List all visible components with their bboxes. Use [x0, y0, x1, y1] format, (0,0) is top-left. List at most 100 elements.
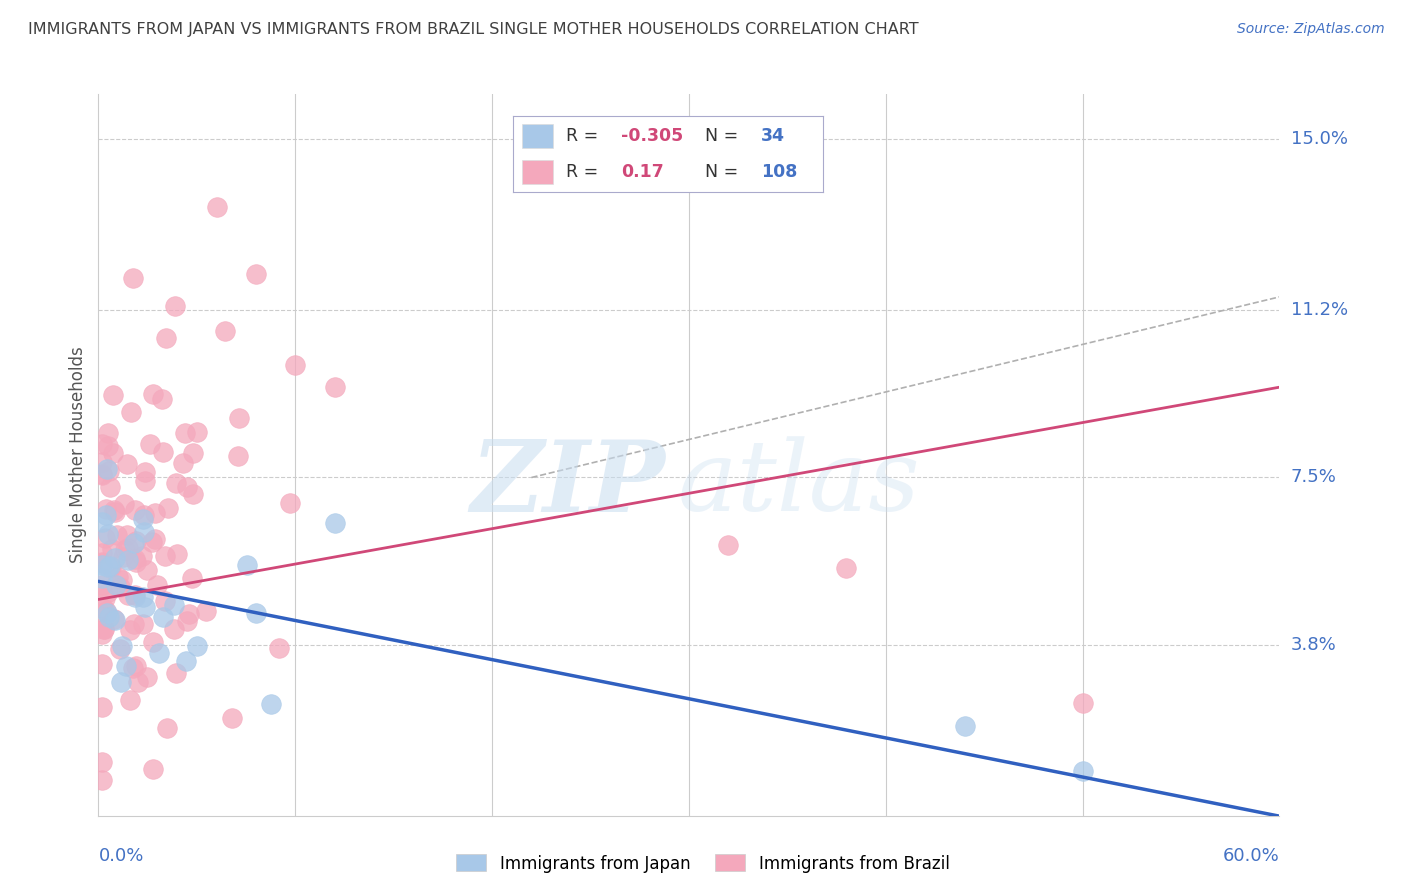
Point [105, 528, 128, 542]
Point [91, 621, 114, 635]
Point [323, 516, 346, 530]
Point [91, 467, 114, 482]
Point [91, 555, 114, 569]
Point [91, 558, 114, 572]
Point [125, 534, 148, 549]
Point [163, 299, 186, 313]
Point [105, 578, 128, 592]
Point [181, 446, 204, 460]
Point [96, 461, 118, 475]
Point [104, 613, 127, 627]
Point [179, 607, 201, 621]
Point [134, 508, 156, 522]
Point [138, 437, 160, 451]
Point [323, 380, 346, 394]
Point [121, 661, 143, 675]
Text: 0.0%: 0.0% [98, 847, 143, 864]
Point [94, 604, 117, 618]
Point [91, 756, 114, 770]
Point [260, 697, 283, 711]
Point [93, 591, 115, 606]
Point [117, 588, 139, 602]
Point [132, 590, 155, 604]
Point [172, 456, 194, 470]
Point [104, 550, 127, 565]
Point [134, 465, 156, 479]
Point [194, 604, 217, 618]
Point [134, 474, 156, 488]
Point [162, 622, 184, 636]
Point [131, 549, 153, 563]
Point [152, 609, 174, 624]
Point [131, 512, 153, 526]
Point [97, 584, 120, 599]
Point [112, 549, 135, 564]
Point [142, 635, 165, 649]
Text: 108: 108 [761, 163, 797, 181]
FancyBboxPatch shape [523, 160, 554, 185]
Point [98, 465, 121, 479]
Point [186, 639, 208, 653]
Point [98, 610, 121, 624]
Point [141, 535, 163, 549]
Text: 11.2%: 11.2% [1291, 301, 1348, 319]
Point [176, 654, 198, 668]
Text: 60.0%: 60.0% [1223, 847, 1279, 864]
Text: 0.17: 0.17 [621, 163, 664, 181]
Point [91, 600, 114, 615]
Point [1071, 696, 1094, 710]
Point [91, 657, 114, 672]
Point [132, 524, 155, 539]
Point [97, 425, 120, 440]
Point [127, 675, 149, 690]
Point [110, 674, 132, 689]
Point [122, 536, 145, 550]
Point [165, 665, 187, 680]
Point [94, 508, 117, 523]
Point [180, 571, 202, 585]
Point [115, 658, 138, 673]
Point [91, 577, 114, 591]
Point [176, 480, 198, 494]
Point [122, 617, 145, 632]
Point [103, 612, 125, 626]
Point [226, 449, 249, 463]
Point [97, 440, 120, 454]
Point [221, 711, 243, 725]
Point [91, 627, 114, 641]
FancyBboxPatch shape [523, 124, 554, 148]
Point [120, 623, 142, 637]
Point [173, 426, 195, 441]
Point [156, 501, 179, 516]
Point [117, 553, 139, 567]
Point [165, 475, 187, 490]
Text: N =: N = [704, 127, 744, 145]
Point [91, 437, 114, 451]
Point [132, 617, 155, 632]
Text: R =: R = [565, 163, 609, 181]
Point [245, 606, 267, 620]
Point [117, 541, 139, 555]
Text: Source: ZipAtlas.com: Source: ZipAtlas.com [1237, 22, 1385, 37]
Point [835, 561, 858, 575]
Point [152, 445, 174, 459]
Point [108, 641, 131, 656]
Legend: Immigrants from Japan, Immigrants from Brazil: Immigrants from Japan, Immigrants from B… [450, 847, 956, 880]
Point [91, 700, 114, 714]
Point [124, 502, 146, 516]
Point [136, 563, 159, 577]
Point [91, 516, 114, 530]
Point [111, 573, 134, 587]
Point [155, 331, 177, 345]
Point [120, 405, 142, 419]
Point [110, 580, 132, 594]
Point [91, 571, 114, 585]
Text: 34: 34 [761, 127, 785, 145]
Point [110, 639, 132, 653]
Point [150, 392, 173, 406]
Point [145, 507, 167, 521]
Point [115, 457, 138, 471]
Point [124, 590, 146, 604]
Point [94, 531, 117, 545]
Point [124, 552, 146, 566]
